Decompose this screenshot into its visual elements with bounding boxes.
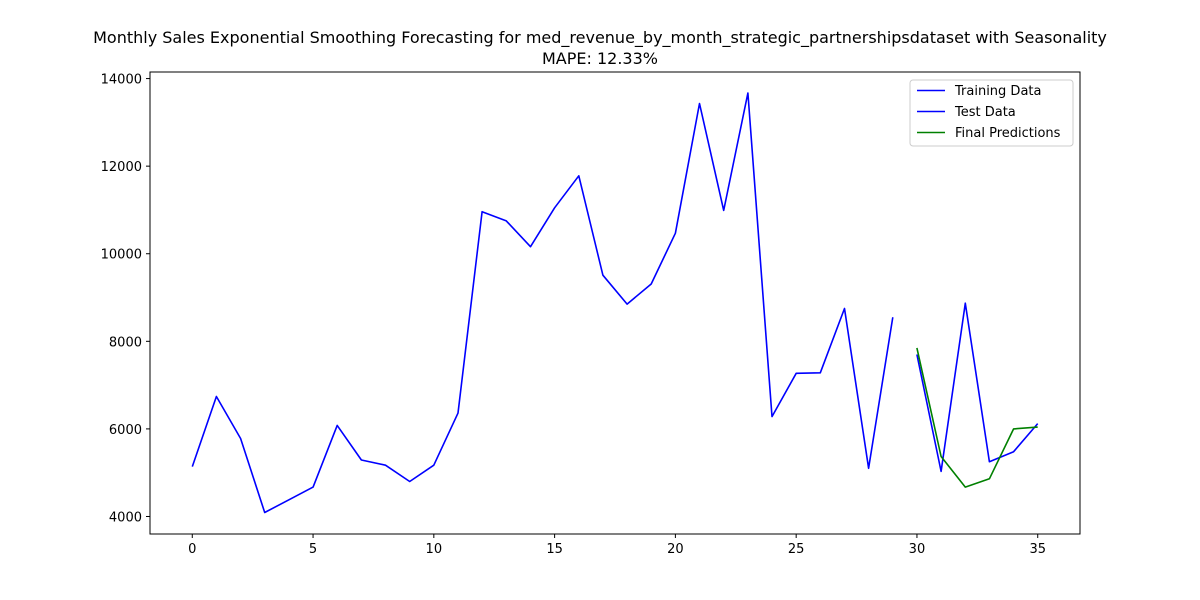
- y-tick-label: 14000: [101, 73, 142, 88]
- chart-title: Monthly Sales Exponential Smoothing Fore…: [93, 28, 1107, 47]
- chart-subtitle: MAPE: 12.33%: [542, 49, 658, 68]
- x-tick-label: 25: [788, 542, 805, 557]
- legend-label-predictions: Final Predictions: [955, 126, 1061, 141]
- x-tick-label: 30: [909, 542, 926, 557]
- y-tick-label: 6000: [109, 423, 142, 438]
- y-tick-label: 4000: [109, 510, 142, 525]
- test-data-line: [916, 302, 1039, 473]
- y-tick-label: 8000: [109, 335, 142, 350]
- x-tick-label: 35: [1029, 542, 1046, 557]
- plot-frame: [149, 71, 1081, 535]
- training-data-line: [191, 92, 894, 514]
- x-tick-label: 10: [426, 542, 443, 557]
- final-predictions-line: [916, 347, 1038, 488]
- x-tick-label: 20: [667, 542, 684, 557]
- x-tick-label: 15: [546, 542, 563, 557]
- y-tick-label: 12000: [101, 160, 142, 175]
- plot-lines: [191, 92, 1039, 514]
- legend: Training Data Test Data Final Prediction…: [909, 79, 1074, 147]
- x-tick-label: 5: [309, 542, 317, 557]
- legend-label-training: Training Data: [954, 84, 1041, 99]
- x-axis: 0 5 10 15 20 25 30 35: [188, 534, 1046, 557]
- y-tick-label: 10000: [101, 248, 142, 263]
- x-tick-label: 0: [188, 542, 196, 557]
- legend-box: [909, 79, 1074, 147]
- y-axis: 4000 6000 8000 10000 12000 14000: [101, 73, 150, 525]
- legend-label-test: Test Data: [954, 105, 1016, 120]
